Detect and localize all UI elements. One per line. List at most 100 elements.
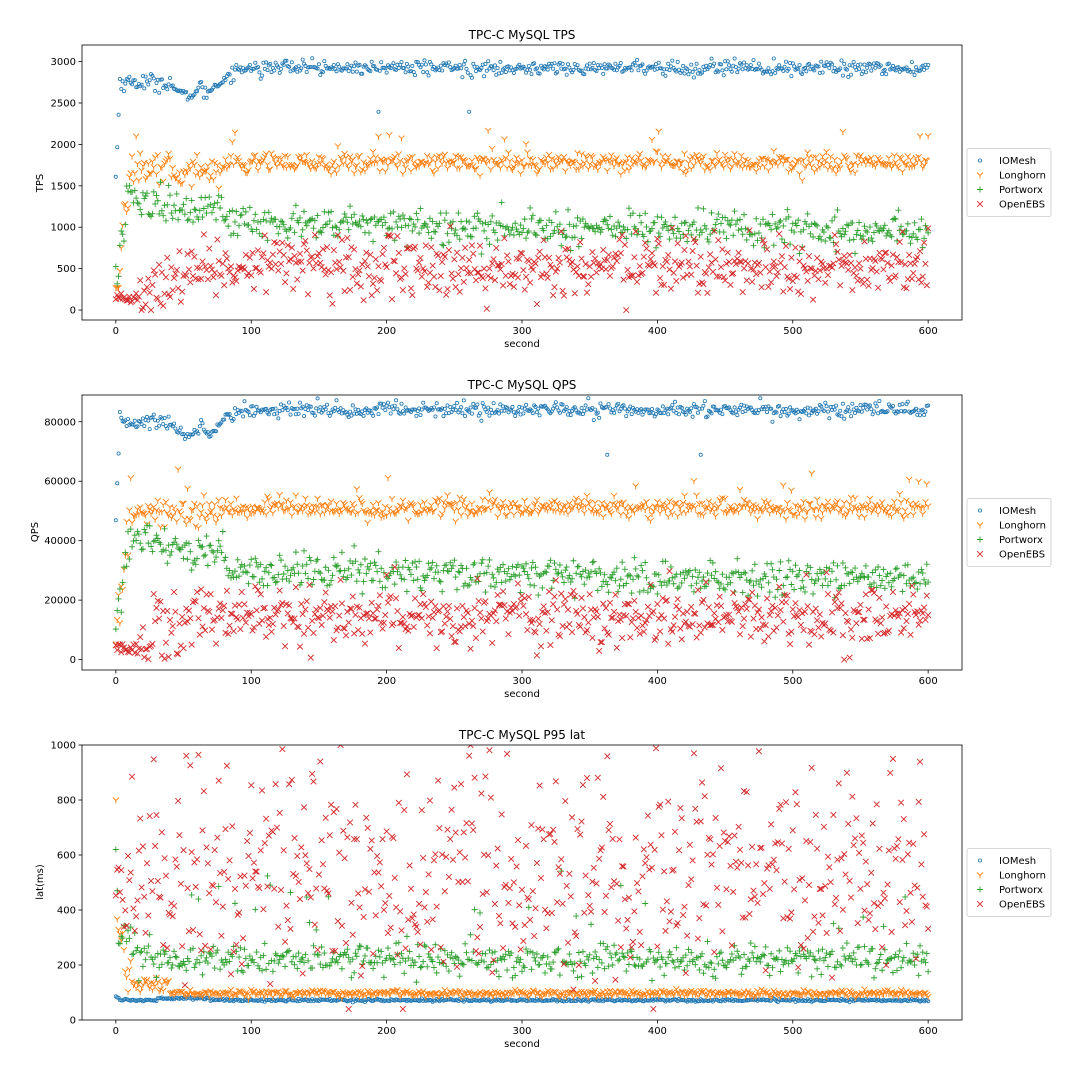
qps-portworx-point [284,567,291,574]
tps-portworx-point [734,217,741,224]
tps-longhorn-point [520,163,527,170]
qps-iomesh-point [178,425,183,430]
qps-openebs-point [258,617,266,624]
tps-longhorn-point [885,154,893,162]
tps-portworx-point [489,212,496,219]
qps-portworx-point [777,558,784,565]
tps-iomesh-point [200,85,205,90]
qps-portworx-point [328,577,335,584]
tps-longhorn-point [721,151,729,158]
qps-portworx-point [361,556,368,563]
tps-portworx-point [371,214,378,221]
tps-portworx-point [314,212,321,219]
tps-portworx-point [299,226,306,233]
tps-series-openebs [112,223,932,314]
qps-portworx-point [578,573,585,580]
qps-iomesh-point [698,452,703,457]
qps-openebs-point [650,608,657,615]
tps-longhorn-point [151,154,159,161]
tps-portworx-point [131,187,138,194]
qps-portworx-point [242,568,249,575]
qps-openebs-point [866,635,874,642]
qps-portworx-point [486,556,493,563]
qps-iomesh-point [645,407,650,412]
tps-iomesh-point [744,63,749,68]
qps-portworx-point [180,555,187,562]
tps-longhorn-point [138,167,145,174]
qps-iomesh-point [296,411,301,416]
tps-iomesh-point [862,62,867,67]
qps-openebs-point [554,606,561,613]
qps-longhorn-point [687,505,695,513]
tps-longhorn-point [553,162,561,169]
qps-longhorn-point [273,500,281,507]
qps-iomesh-point [499,408,504,413]
tps-iomesh-point [792,64,797,69]
qps-xtick-label: 600 [919,676,938,687]
tps-iomesh-point [603,66,608,71]
qps-portworx-point [295,570,302,577]
tps-portworx-point [582,220,589,227]
qps-portworx-point [846,580,853,587]
tps-iomesh-point [732,56,737,61]
qps-longhorn-point [250,510,258,517]
tps-portworx-point [234,232,241,239]
qps-portworx-point [700,574,707,580]
qps-longhorn-point [648,511,656,518]
tps-openebs-point [295,258,302,265]
qps-portworx-point [525,575,532,582]
qps-openebs-point [447,615,454,622]
tps-portworx-point [221,217,228,224]
qps-portworx-point [596,565,603,572]
qps-openebs-point [525,593,532,601]
tps-portworx-point [718,220,725,227]
qps-portworx-point [292,549,299,556]
tps-iomesh-point [586,67,591,72]
tps-openebs-point [146,289,153,296]
tps-longhorn-point [119,222,126,229]
qps-iomesh-point [411,407,416,412]
tps-iomesh-point [446,60,451,65]
qps-openebs-point [915,621,922,628]
qps-openebs-point [294,623,301,630]
tps-openebs-point [899,228,906,235]
tps-openebs-point [872,257,879,265]
tps-portworx-point [723,235,730,242]
qps-portworx-point [631,554,638,561]
tps-openebs-point [302,237,309,245]
qps-portworx-point [278,557,285,564]
tps-longhorn-point [583,154,591,162]
tps-openebs-point [529,266,536,273]
tps-portworx-point [379,222,386,229]
qps-openebs-point [774,612,781,619]
tps-openebs-point [773,272,780,280]
tps-portworx-point [406,215,413,222]
tps-openebs-point [831,231,838,239]
qps-longhorn-point [693,492,700,499]
qps-openebs-point [624,600,631,607]
tps-longhorn-point [241,162,248,169]
tps-iomesh-point [840,73,845,78]
tps-portworx-point [428,235,435,242]
tps-iomesh-point [922,67,927,72]
qps-openebs-point [644,603,652,610]
tps-iomesh-point [461,62,466,67]
tps-portworx-point [351,211,358,218]
tps-portworx-point [486,241,493,248]
qps-iomesh-point [731,411,736,416]
qps-longhorn-point [777,510,784,518]
tps-openebs-point [717,263,725,271]
qps-openebs-point [697,629,704,636]
tps-openebs-point [536,248,543,255]
qps-portworx-point [203,533,210,540]
tps-longhorn-point [384,161,392,169]
qps-iomesh-point [643,407,648,412]
qps-portworx-point [139,546,146,553]
tps-iomesh-point [330,66,335,71]
tps-openebs-point [801,265,809,272]
qps-openebs-point [482,598,489,605]
tps-openebs-point [782,242,790,250]
qps-portworx-point [609,571,616,578]
tps-longhorn-point [450,159,458,166]
tps-openebs-point [169,287,176,294]
